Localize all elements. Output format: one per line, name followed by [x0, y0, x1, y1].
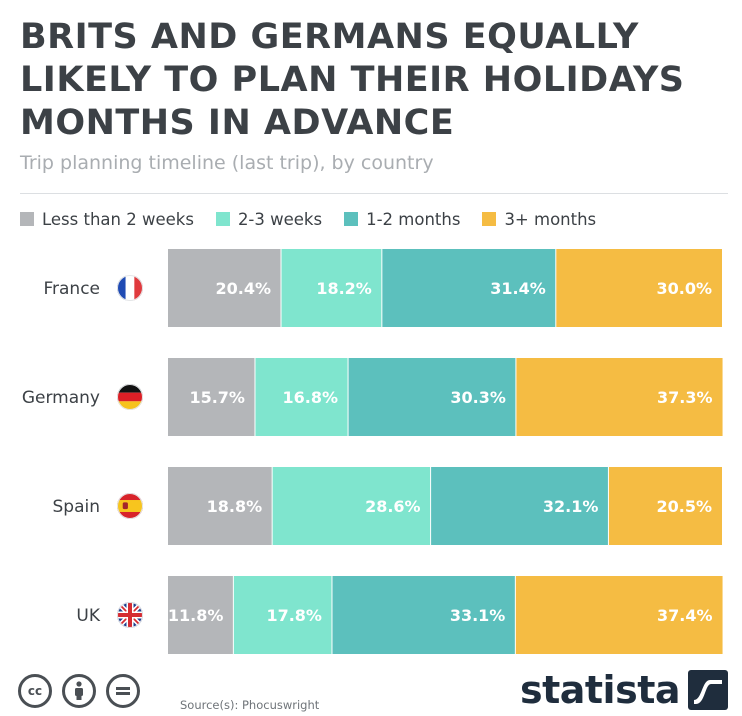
bar-segment[interactable] [430, 467, 609, 545]
data-label: 30.0% [656, 279, 712, 298]
stacked-bar-chart: France 20.4% 18.2% 31.4% 30.0% Germany 15.7% 16… [22, 249, 723, 654]
legend-swatch [215, 212, 230, 226]
attribution-icon[interactable] [62, 674, 96, 708]
bar-segment[interactable] [331, 576, 516, 654]
legend-label: 1-2 months [366, 209, 461, 229]
data-label: 18.2% [316, 279, 372, 298]
bar-segment[interactable] [348, 358, 516, 436]
data-label: 20.5% [656, 497, 712, 516]
data-label: 32.1% [543, 497, 599, 516]
bar-row-germany: Germany 15.7% 16.8% 30.3% 37.3% [22, 358, 723, 436]
bar-segment[interactable] [233, 576, 332, 654]
data-label: 33.1% [450, 606, 506, 625]
creative-commons-icon[interactable]: cc [18, 674, 52, 708]
uk-flag-icon [117, 602, 143, 628]
chart-title: BRITS AND GERMANS EQUALLY LIKELY TO PLAN… [20, 17, 685, 143]
country-label: France [43, 279, 100, 299]
data-label: 16.8% [283, 388, 339, 407]
legend-item: Less than 2 weeks [20, 210, 194, 229]
legend-label: 3+ months [504, 209, 597, 229]
legend-label: 2-3 weeks [237, 209, 323, 229]
bar-row-spain: Spain 18.8% 28.6% 32.1% 20.5% [53, 467, 722, 545]
data-label: 18.8% [207, 497, 263, 516]
data-label: 31.4% [490, 279, 546, 298]
data-label: 15.7% [189, 388, 245, 407]
legend-swatch [20, 212, 34, 226]
bar-segment[interactable] [168, 467, 273, 545]
bar-segment[interactable] [381, 249, 556, 327]
data-label: 17.8% [266, 606, 322, 625]
bar-segment[interactable] [555, 249, 722, 327]
country-label: UK [76, 606, 100, 626]
divider [20, 193, 728, 194]
legend-item: 2-3 weeks [215, 209, 323, 229]
spain-flag-icon [117, 493, 143, 519]
statista-logo[interactable]: statista [520, 668, 728, 712]
france-flag-icon [117, 275, 143, 301]
legend-swatch [344, 212, 359, 226]
bar-row-uk: UK 11.8% 17.8% 33.1% 37.4% [76, 576, 723, 654]
chart-subtitle: Trip planning timeline (last trip), by c… [20, 152, 434, 174]
legend-item: 1-2 months [344, 210, 460, 229]
data-label: 30.3% [450, 388, 506, 407]
legend-label: Less than 2 weeks [42, 209, 194, 229]
bar-segment[interactable] [168, 249, 282, 327]
bar-segment[interactable] [515, 576, 723, 654]
bar-segment[interactable] [254, 358, 349, 436]
bar-segment[interactable] [168, 358, 255, 436]
source-note[interactable]: Source(s): Phocuswright [180, 698, 320, 712]
data-label: 28.6% [365, 497, 421, 516]
statista-logo-icon [688, 670, 728, 710]
legend-swatch [482, 212, 497, 226]
bar-segment[interactable] [272, 467, 431, 545]
data-label: 11.8% [168, 606, 224, 625]
no-derivatives-icon[interactable] [106, 674, 140, 708]
country-label: Germany [22, 388, 100, 408]
legend-item: 3+ months [482, 210, 596, 229]
legend: Less than 2 weeks 2-3 weeks 1-2 months 3+ m… [20, 206, 618, 232]
license-icons: cc [18, 674, 150, 708]
bar-segment[interactable] [515, 358, 723, 436]
data-label: 37.4% [657, 606, 713, 625]
bar-row-france: France 20.4% 18.2% 31.4% 30.0% [43, 249, 722, 327]
country-label: Spain [53, 497, 101, 517]
bar-segment[interactable] [281, 249, 382, 327]
bar-segment[interactable] [608, 467, 722, 545]
brand-name: statista [519, 668, 681, 712]
germany-flag-icon [117, 384, 143, 410]
bar-segment[interactable] [168, 576, 234, 654]
data-label: 37.3% [657, 388, 713, 407]
data-label: 20.4% [216, 279, 272, 298]
